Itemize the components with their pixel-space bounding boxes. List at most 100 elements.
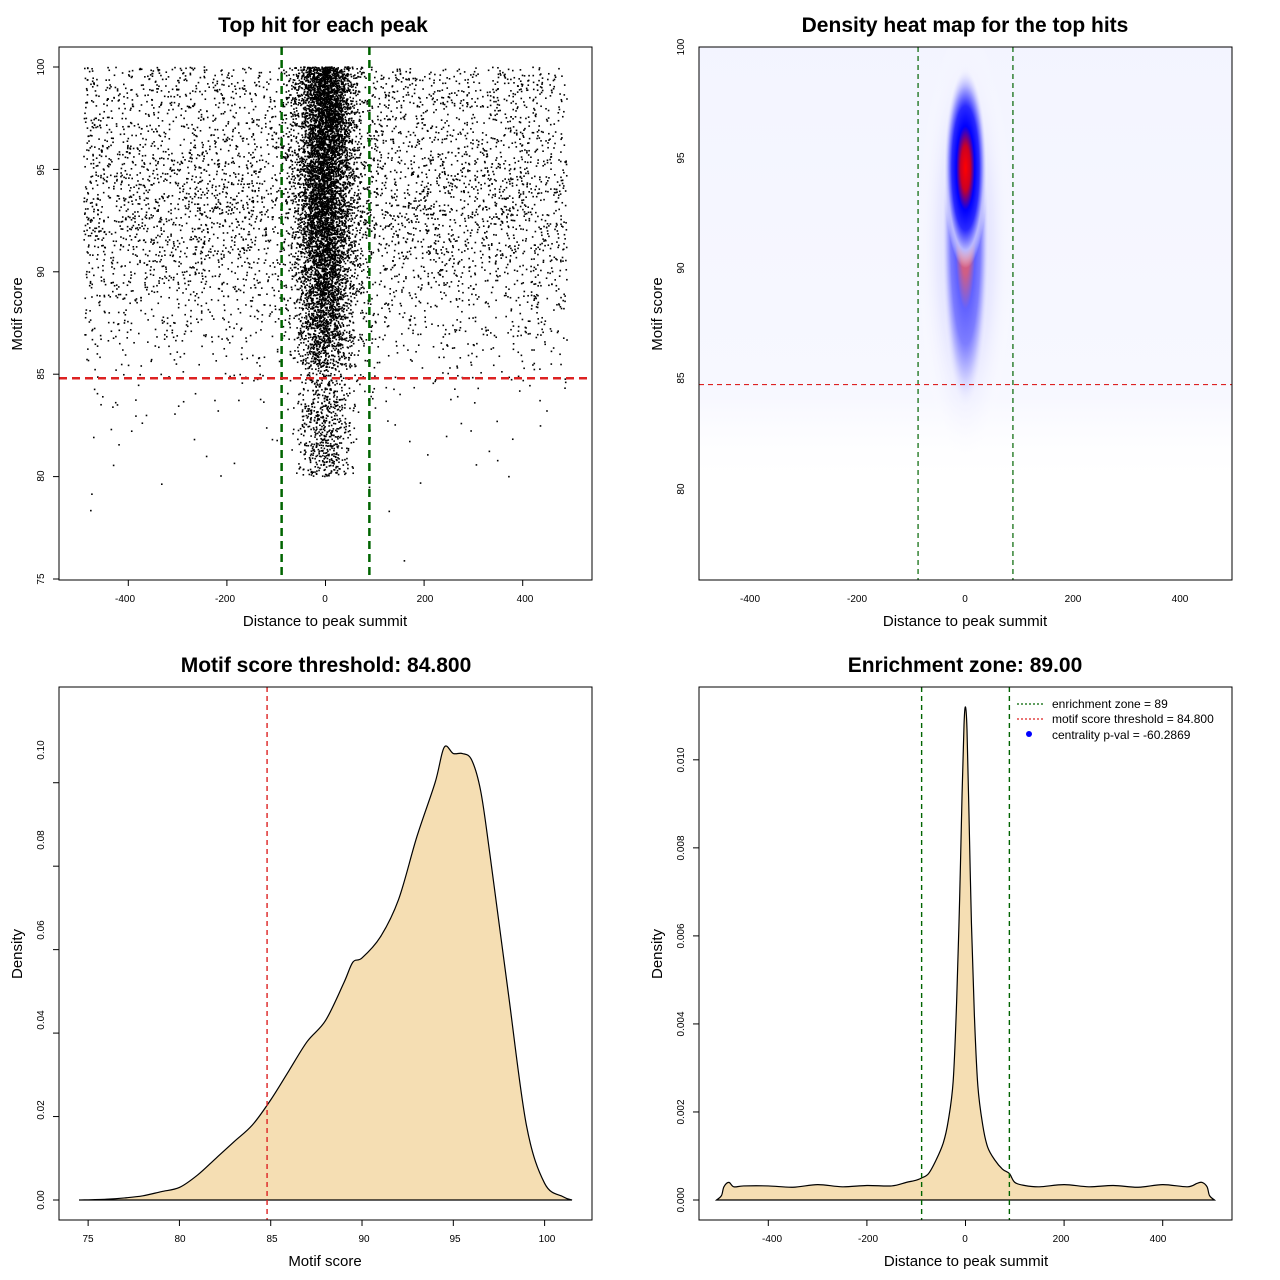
data-point xyxy=(501,197,504,200)
data-point xyxy=(158,280,160,282)
data-point xyxy=(285,103,288,106)
data-point xyxy=(144,278,147,280)
data-point xyxy=(390,215,392,217)
data-point xyxy=(370,230,373,233)
data-point xyxy=(229,144,231,147)
data-point xyxy=(518,88,521,91)
data-point xyxy=(220,475,222,477)
data-point xyxy=(409,71,412,74)
data-point xyxy=(370,253,373,256)
data-point xyxy=(175,363,178,365)
data-point xyxy=(510,247,512,250)
data-point xyxy=(106,140,109,143)
data-point xyxy=(495,299,497,302)
data-point xyxy=(535,297,537,300)
data-point xyxy=(434,227,437,229)
data-point xyxy=(91,205,94,208)
data-point xyxy=(186,325,189,328)
data-point xyxy=(376,131,378,133)
data-point xyxy=(540,140,542,142)
data-point xyxy=(382,142,385,144)
data-point xyxy=(456,70,459,72)
data-point xyxy=(132,194,135,196)
data-point xyxy=(265,240,267,242)
data-point xyxy=(476,189,479,191)
data-point xyxy=(229,252,231,254)
data-point xyxy=(107,195,110,197)
data-point xyxy=(243,93,246,95)
data-point xyxy=(391,130,394,133)
data-point xyxy=(473,402,476,404)
data-point xyxy=(459,224,461,227)
data-point xyxy=(187,172,190,174)
data-point xyxy=(186,270,188,273)
data-point xyxy=(352,75,355,77)
data-point xyxy=(468,155,471,157)
data-point xyxy=(317,170,320,172)
data-point xyxy=(553,191,556,194)
data-point xyxy=(430,159,433,162)
data-point xyxy=(434,379,437,381)
data-point xyxy=(445,248,448,250)
data-point xyxy=(386,325,389,328)
data-point xyxy=(263,180,266,183)
data-point xyxy=(150,145,153,147)
data-point xyxy=(515,256,518,259)
data-point xyxy=(275,198,277,201)
data-point xyxy=(401,222,403,225)
data-point xyxy=(216,194,219,196)
data-point xyxy=(544,320,547,322)
data-point xyxy=(390,268,392,271)
data-point xyxy=(158,106,161,108)
data-point xyxy=(250,224,253,227)
data-point xyxy=(424,124,426,126)
data-point xyxy=(176,173,178,176)
data-point xyxy=(419,230,421,232)
data-point xyxy=(346,294,349,297)
data-point xyxy=(239,373,242,376)
data-point xyxy=(252,133,255,135)
data-point xyxy=(504,73,506,76)
data-point xyxy=(280,146,283,149)
data-point xyxy=(264,259,267,261)
data-point xyxy=(417,274,420,277)
data-point xyxy=(166,243,169,246)
data-point xyxy=(348,174,350,177)
data-point xyxy=(525,331,527,334)
data-point xyxy=(225,125,227,127)
data-point xyxy=(257,176,260,178)
data-point xyxy=(508,164,511,166)
data-point xyxy=(88,227,91,229)
data-point xyxy=(246,166,248,169)
data-point xyxy=(392,142,395,145)
data-point xyxy=(468,163,471,166)
data-point xyxy=(400,106,403,109)
data-point xyxy=(395,199,397,201)
data-point xyxy=(384,187,387,190)
data-point xyxy=(528,219,531,222)
data-point xyxy=(198,181,201,183)
data-point xyxy=(345,162,348,165)
data-point xyxy=(298,204,300,206)
data-point xyxy=(174,223,177,226)
data-point xyxy=(411,239,414,242)
data-point xyxy=(556,331,559,334)
data-point xyxy=(523,75,526,77)
data-point xyxy=(231,157,234,159)
data-point xyxy=(185,177,188,180)
data-point xyxy=(506,263,509,266)
data-point xyxy=(264,114,267,116)
data-point xyxy=(508,376,511,379)
data-point xyxy=(407,94,410,96)
data-point xyxy=(396,90,399,93)
data-point xyxy=(202,191,204,194)
data-point xyxy=(344,139,347,142)
data-point xyxy=(464,217,466,220)
data-point xyxy=(556,181,559,183)
data-point xyxy=(169,254,172,257)
data-point xyxy=(482,225,485,227)
data-point xyxy=(452,196,455,198)
data-point xyxy=(147,94,149,96)
data-point xyxy=(147,319,149,321)
data-point xyxy=(231,208,233,210)
